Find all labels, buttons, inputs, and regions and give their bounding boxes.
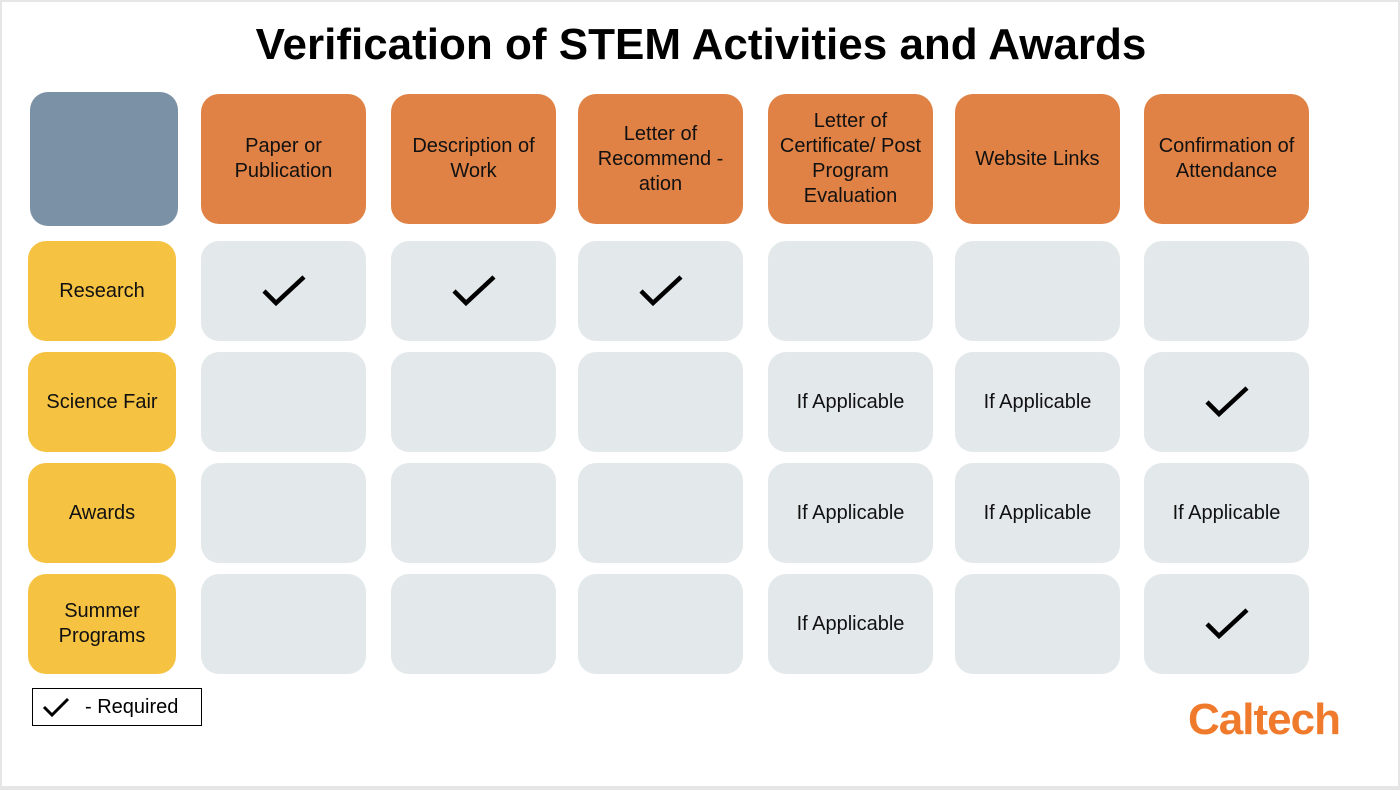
column-header-label: Letter of Recommend -ation bbox=[597, 122, 724, 195]
table-cell: If Applicable bbox=[768, 463, 933, 563]
table-cell bbox=[391, 352, 556, 452]
row-label-text: Summer Programs bbox=[58, 600, 146, 647]
row-label: Awards bbox=[28, 463, 176, 563]
slide-title: Verification of STEM Activities and Awar… bbox=[255, 20, 1147, 69]
table-cell bbox=[1144, 352, 1309, 452]
row-label: Science Fair bbox=[28, 352, 176, 452]
table-cell: If Applicable bbox=[955, 463, 1120, 563]
table-cell bbox=[578, 241, 743, 341]
checkmark-icon bbox=[1204, 386, 1249, 418]
column-header: Confirmation of Attendance bbox=[1144, 94, 1309, 224]
table-cell bbox=[201, 352, 366, 452]
checkmark-icon bbox=[261, 275, 306, 307]
column-header: Letter of Certificate/ Post Program Eval… bbox=[768, 94, 933, 224]
table-cell: If Applicable bbox=[768, 574, 933, 674]
table-cell: If Applicable bbox=[1144, 463, 1309, 563]
row-label-text: Awards bbox=[68, 501, 136, 524]
row-label: Summer Programs bbox=[28, 574, 176, 674]
table-cell: If Applicable bbox=[955, 352, 1120, 452]
column-header-label: Letter of Certificate/ Post Program Eval… bbox=[779, 110, 922, 207]
table-cell bbox=[578, 352, 743, 452]
table-cell bbox=[955, 241, 1120, 341]
legend: - Required bbox=[32, 688, 202, 726]
column-header: Website Links bbox=[955, 94, 1120, 224]
cell-text: If Applicable bbox=[1172, 501, 1281, 524]
legend-label: - Required bbox=[85, 695, 179, 718]
caltech-logo: Caltech bbox=[1188, 695, 1341, 744]
table-cell bbox=[391, 241, 556, 341]
table-cell bbox=[1144, 574, 1309, 674]
cell-text: If Applicable bbox=[796, 390, 905, 413]
table-cell bbox=[768, 241, 933, 341]
row-label-text: Research bbox=[59, 279, 145, 302]
row-label: Research bbox=[28, 241, 176, 341]
column-header: Paper or Publication bbox=[201, 94, 366, 224]
column-header: Letter of Recommend -ation bbox=[578, 94, 743, 224]
column-header-label: Confirmation of Attendance bbox=[1158, 135, 1295, 182]
table-cell bbox=[391, 463, 556, 563]
checkmark-icon bbox=[451, 275, 496, 307]
cell-text: If Applicable bbox=[796, 501, 905, 524]
table-cell bbox=[1144, 241, 1309, 341]
table-cell: If Applicable bbox=[768, 352, 933, 452]
cell-text: If Applicable bbox=[983, 501, 1092, 524]
table-cell bbox=[578, 463, 743, 563]
checkmark-icon bbox=[638, 275, 683, 307]
column-header-label: Description of Work bbox=[412, 135, 535, 182]
checkmark-icon bbox=[1204, 608, 1249, 640]
corner-box bbox=[30, 92, 178, 226]
table-cell bbox=[201, 574, 366, 674]
column-header-label: Website Links bbox=[975, 147, 1100, 170]
column-header-label: Paper or Publication bbox=[234, 135, 333, 182]
table-cell bbox=[391, 574, 556, 674]
table-cell bbox=[201, 241, 366, 341]
table-cell bbox=[955, 574, 1120, 674]
cell-text: If Applicable bbox=[983, 390, 1092, 413]
row-label-text: Science Fair bbox=[46, 390, 158, 413]
table-cell bbox=[578, 574, 743, 674]
checkmark-icon bbox=[42, 697, 70, 718]
table-cell bbox=[201, 463, 366, 563]
cell-text: If Applicable bbox=[796, 612, 905, 635]
column-header: Description of Work bbox=[391, 94, 556, 224]
